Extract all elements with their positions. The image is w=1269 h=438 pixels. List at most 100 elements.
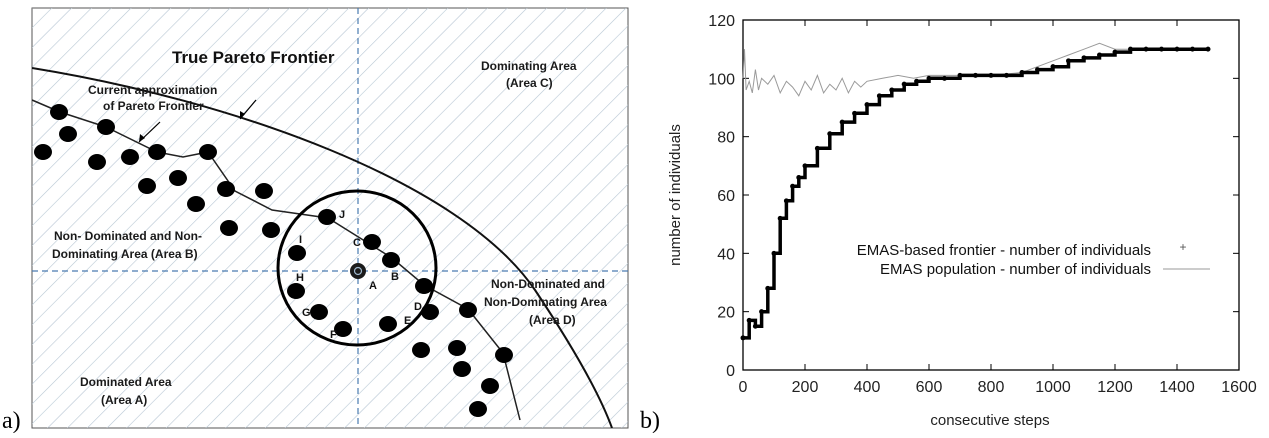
frontier-point [1174, 46, 1180, 52]
y-axis-title: number of individuals [667, 124, 684, 266]
panel-b-chart: 0 200 400 600 800 1000 1200 1400 1600 0 20 40 60 80 10… [667, 13, 1257, 429]
frontier-point [901, 81, 907, 87]
solution-points [34, 104, 513, 417]
approx-arrow-head [139, 134, 145, 142]
approximation-frontier-line [32, 99, 521, 421]
frontier-point [1004, 72, 1009, 78]
legend-label-population: EMAS population - number of individuals [880, 261, 1151, 278]
y-tick-label: 100 [708, 71, 735, 88]
x-tick-label: 1400 [1159, 379, 1195, 396]
solution-point [412, 342, 430, 358]
point-label-h: H [296, 272, 304, 284]
frontier-point [1143, 46, 1149, 52]
point-label-i: I [299, 234, 302, 246]
true-pareto-frontier-title: True Pareto Frontier [172, 48, 335, 67]
frontier-point [876, 93, 882, 99]
solution-point [88, 154, 106, 170]
point-label-b: B [391, 271, 399, 283]
solution-point [217, 181, 235, 197]
series-line-population [742, 42, 1208, 97]
point-label-j: J [339, 209, 345, 221]
frontier-point [889, 87, 895, 93]
approx-label-line2: of Pareto Frontier [103, 99, 204, 113]
frontier-point [802, 163, 808, 169]
frontier-point [852, 110, 858, 116]
solution-point [34, 144, 52, 160]
frontier-point [1035, 67, 1040, 73]
frontier-point [957, 72, 963, 78]
solution-point [459, 302, 477, 318]
frontier-point [1205, 46, 1211, 52]
solution-point [448, 340, 466, 356]
frontier-point [914, 78, 920, 84]
frontier-point [746, 317, 752, 323]
y-tick-label: 0 [726, 363, 735, 380]
frontier-point [752, 323, 758, 329]
solution-point [59, 126, 77, 142]
plot-area-frame [742, 19, 1240, 371]
solution-point [318, 209, 336, 225]
x-tick-label: 200 [792, 379, 819, 396]
solution-point [50, 104, 68, 120]
frontier-point [1112, 49, 1118, 55]
frontier-point [864, 102, 870, 108]
solution-point [187, 196, 205, 212]
solution-point [121, 149, 139, 165]
solution-point [421, 304, 439, 320]
area-d-label-line3: (Area D) [529, 313, 576, 327]
solution-point [255, 183, 273, 199]
y-tick-label: 20 [717, 305, 735, 322]
frontier-point [759, 309, 765, 315]
frontier-point [1050, 64, 1056, 70]
frontier-point [814, 145, 820, 151]
y-tick-label: 120 [708, 13, 735, 30]
solution-point [334, 321, 352, 337]
solution-point [453, 361, 471, 377]
point-label-e: E [404, 315, 411, 327]
frontier-point [1128, 46, 1133, 52]
frontier-point [1159, 46, 1164, 52]
solution-point [379, 316, 397, 332]
solution-point [495, 347, 513, 363]
area-d-label-line2: Non-Dominating Area [484, 295, 607, 309]
true-pareto-frontier-curve [32, 67, 613, 428]
frontier-point [1081, 55, 1087, 61]
chart-series [740, 42, 1211, 341]
legend-marker-frontier: + [1179, 240, 1186, 254]
x-tick-label: 1000 [1035, 379, 1071, 396]
solution-point [287, 283, 305, 299]
frontier-point [783, 198, 789, 204]
solution-point [415, 278, 433, 294]
area-d-label-line1: Non-Dominated and [491, 277, 605, 291]
area-b-label-line2: Dominating Area (Area B) [52, 247, 198, 261]
solution-point [363, 234, 381, 250]
panel-a-label: a) [2, 408, 21, 433]
solution-point [169, 170, 187, 186]
frontier-point [771, 250, 777, 256]
frontier-point [790, 183, 796, 189]
area-b-label-line1: Non- Dominated and Non- [54, 229, 202, 243]
frontier-point [796, 175, 802, 180]
point-label-g: G [302, 307, 311, 319]
x-tick-label: 1600 [1221, 379, 1257, 396]
area-c-label-line1: Dominating Area [481, 59, 577, 73]
frontier-point [942, 75, 947, 81]
frontier-point [1066, 58, 1071, 64]
area-a-label-line1: Dominated Area [80, 375, 172, 389]
point-label-f: F [330, 329, 337, 341]
solution-point [220, 220, 238, 236]
frontier-point [926, 75, 932, 81]
panel-a-diagram: True Pareto Frontier Current approximati… [2, 7, 629, 434]
frontier-point [1019, 70, 1025, 75]
frontier-point [1190, 46, 1195, 52]
frontier-point [973, 72, 978, 78]
y-tick-label: 40 [717, 246, 735, 263]
solution-point [199, 144, 217, 160]
solution-point [288, 245, 306, 261]
x-tick-label: 1200 [1097, 379, 1133, 396]
y-tick-label: 60 [717, 188, 735, 205]
x-tick-label: 400 [854, 379, 881, 396]
solution-point [382, 252, 400, 268]
solution-point [469, 401, 487, 417]
